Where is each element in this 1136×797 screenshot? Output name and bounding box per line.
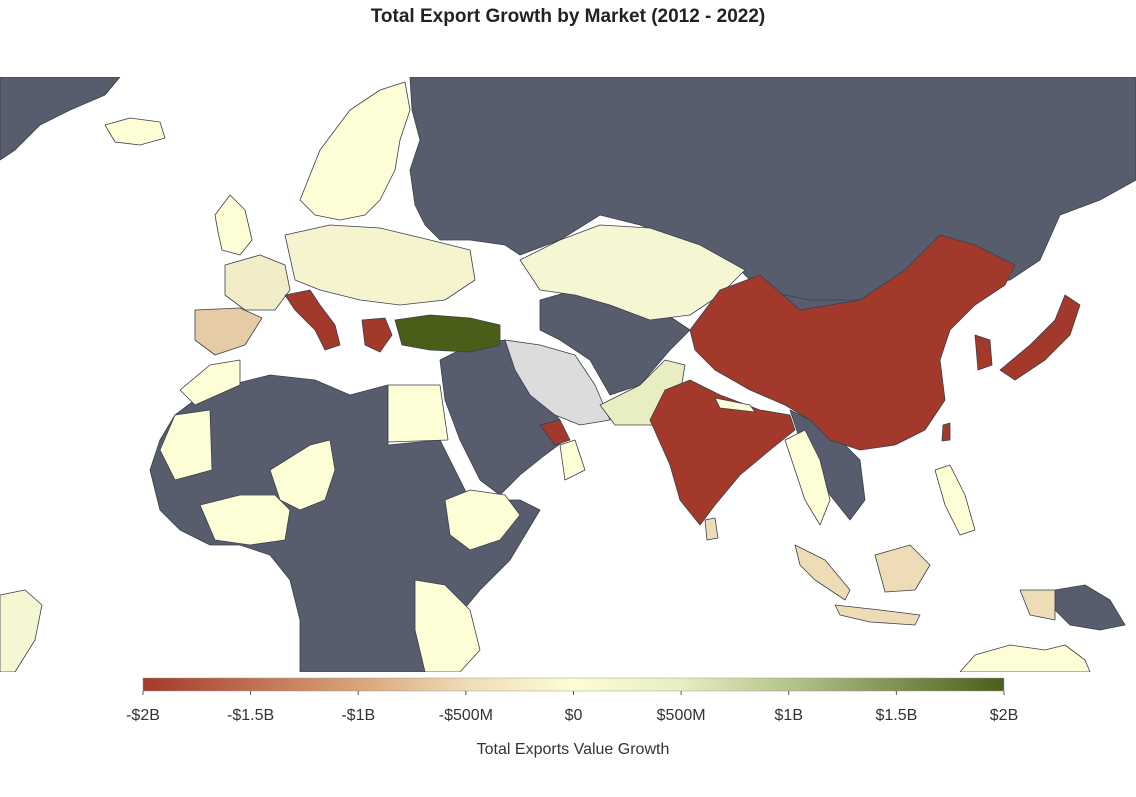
region-turkey[interactable]	[394, 314, 501, 353]
region-west-africa[interactable]	[199, 494, 291, 546]
region-korea[interactable]	[974, 334, 993, 371]
region-philippines[interactable]	[934, 464, 976, 536]
region-borneo[interactable]	[874, 544, 931, 593]
color-legend: -$2B -$1.5B -$1B -$500M $0 $500M $1B $1.5B $2B T…	[126, 677, 1018, 758]
region-ethiopia[interactable]	[444, 489, 521, 551]
region-sri-lanka[interactable]	[704, 517, 719, 541]
region-egypt[interactable]	[387, 384, 449, 443]
colorbar-tick-label: -$1B	[341, 707, 375, 724]
colorbar	[142, 677, 1005, 692]
region-oman[interactable]	[559, 439, 586, 481]
region-france[interactable]	[224, 254, 291, 311]
colorbar-tick-label: $1.5B	[875, 707, 917, 724]
colorbar-label: Total Exports Value Growth	[477, 741, 670, 758]
region-spain[interactable]	[194, 307, 263, 356]
colorbar-tick-label: -$2B	[126, 707, 160, 724]
region-japan[interactable]	[999, 294, 1081, 381]
region-greenland[interactable]	[0, 77, 121, 161]
colorbar-tick-label: -$500M	[439, 707, 493, 724]
region-new-guinea-west[interactable]	[1019, 589, 1056, 621]
region-india[interactable]	[649, 379, 796, 526]
region-myanmar-thailand[interactable]	[784, 429, 831, 526]
region-italy[interactable]	[284, 289, 341, 351]
region-south-east-africa[interactable]	[414, 579, 481, 672]
region-indonesia-sumatra[interactable]	[794, 544, 851, 601]
region-uae[interactable]	[539, 419, 571, 446]
region-iceland[interactable]	[104, 117, 166, 146]
region-china[interactable]	[689, 234, 1016, 451]
region-mauritania[interactable]	[159, 409, 213, 481]
region-nepal[interactable]	[714, 397, 756, 413]
colorbar-tick-label: $0	[565, 707, 583, 724]
region-iran[interactable]	[504, 339, 611, 426]
colorbar-tick-label: -$1.5B	[227, 707, 274, 724]
region-uk[interactable]	[214, 194, 253, 256]
region-scandinavia[interactable]	[299, 81, 411, 221]
region-greece[interactable]	[361, 317, 393, 353]
colorbar-tick-label: $1B	[775, 707, 803, 724]
region-taiwan[interactable]	[941, 422, 951, 442]
colorbar-tick-label: $2B	[990, 707, 1018, 724]
region-papua[interactable]	[1054, 584, 1126, 631]
region-sulawesi-java[interactable]	[834, 604, 921, 626]
region-nigeria-chad[interactable]	[269, 439, 336, 511]
choropleth-map[interactable]	[0, 77, 1136, 672]
colorbar-tick-label: $500M	[657, 707, 706, 724]
region-north-africa[interactable]	[179, 359, 241, 406]
region-australia-edge[interactable]	[959, 644, 1091, 672]
region-south-america-edge[interactable]	[0, 589, 43, 672]
chart-title: Total Export Growth by Market (2012 - 20…	[370, 6, 766, 27]
colorbar-ticks: -$2B -$1.5B -$1B -$500M $0 $500M $1B $1.5B $2B	[126, 691, 1018, 724]
region-central-europe[interactable]	[284, 224, 476, 306]
